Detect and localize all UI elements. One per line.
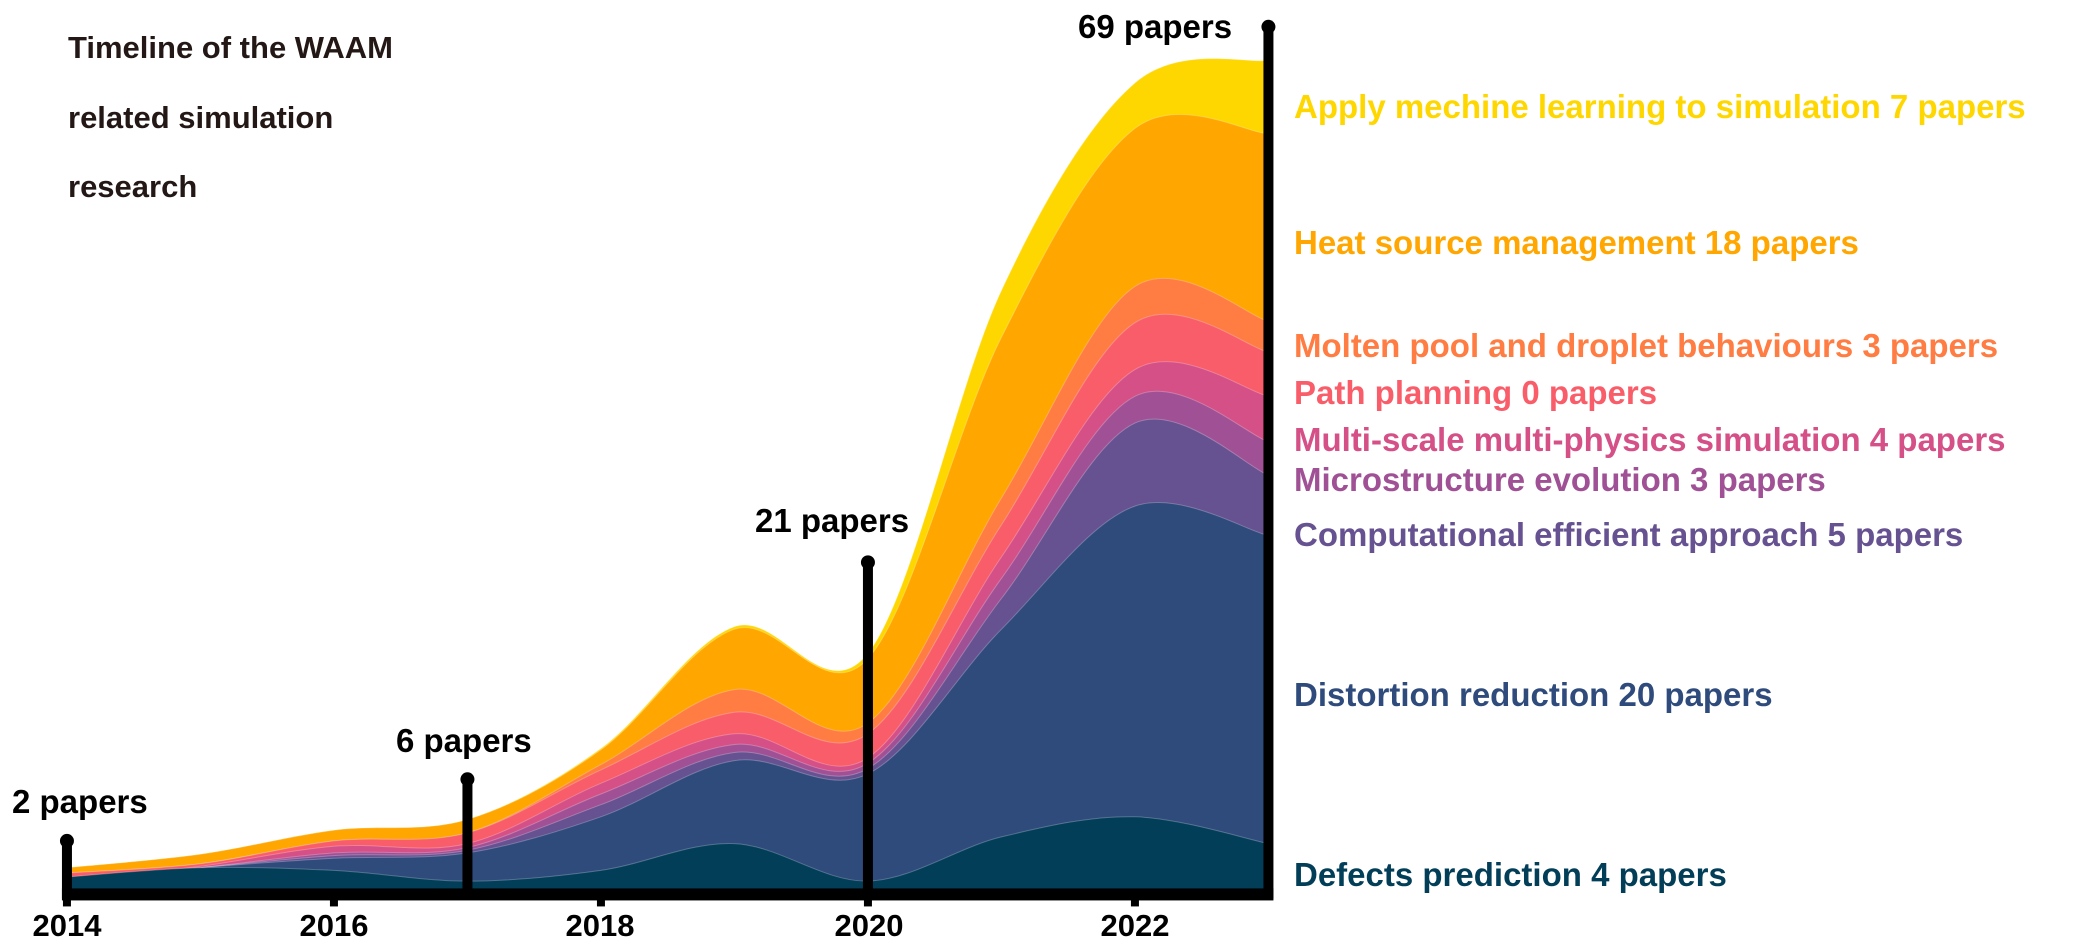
x-tick-2018 [596,898,605,907]
year-markers [59,19,1276,899]
tick-2018: 2018 [565,908,635,943]
marker-dot-2014 [59,833,74,848]
label-multi-scale: Multi-scale multi-physics simulation 4 p… [1294,421,2006,459]
label-computational: Computational efficient approach 5 paper… [1294,516,1964,554]
tick-2014: 2014 [32,908,102,943]
label-path-planning: Path planning 0 papers [1294,374,1658,412]
label-distortion: Distortion reduction 20 papers [1294,675,1773,713]
x-axis [61,888,1274,907]
tick-2020: 2020 [834,908,904,943]
marker-line-2014 [61,840,72,899]
label-heat-source: Heat source management 18 papers [1294,224,1859,262]
title-line-2: related simulation [68,100,334,135]
label-ml: Apply mechine learning to simulation 7 p… [1294,87,2026,125]
label-microstructure: Microstructure evolution 3 papers [1294,461,1826,499]
title-line-3: research [68,169,198,204]
marker-label-2023: 69 papers [1078,8,1233,45]
tick-2022: 2022 [1100,908,1170,943]
marker-dot-2020 [860,555,875,570]
x-axis-line [61,888,1274,901]
marker-label-2020: 21 papers [755,502,910,539]
tick-2016: 2016 [299,908,369,943]
marker-label-2014: 2 papers [12,783,148,820]
x-tick-2014 [62,898,71,907]
stream-layer-defects-prediction [66,816,1269,891]
marker-line-2020 [862,562,873,899]
stream-layers [66,58,1269,891]
label-defects: Defects prediction 4 papers [1294,856,1727,894]
label-molten-pool: Molten pool and droplet behaviours 3 pap… [1294,327,1999,365]
marker-line-2023 [1263,26,1274,899]
x-tick-2020 [863,898,872,907]
marker-dot-2017 [460,772,475,787]
marker-label-2017: 6 papers [396,722,532,759]
title-line-1: Timeline of the WAAM [68,30,393,65]
x-tick-2022 [1130,898,1139,907]
stream-layer-distortion-reduction [66,502,1269,891]
marker-line-2017 [462,779,473,899]
x-tick-2016 [329,898,338,907]
marker-dot-2023 [1261,19,1276,34]
